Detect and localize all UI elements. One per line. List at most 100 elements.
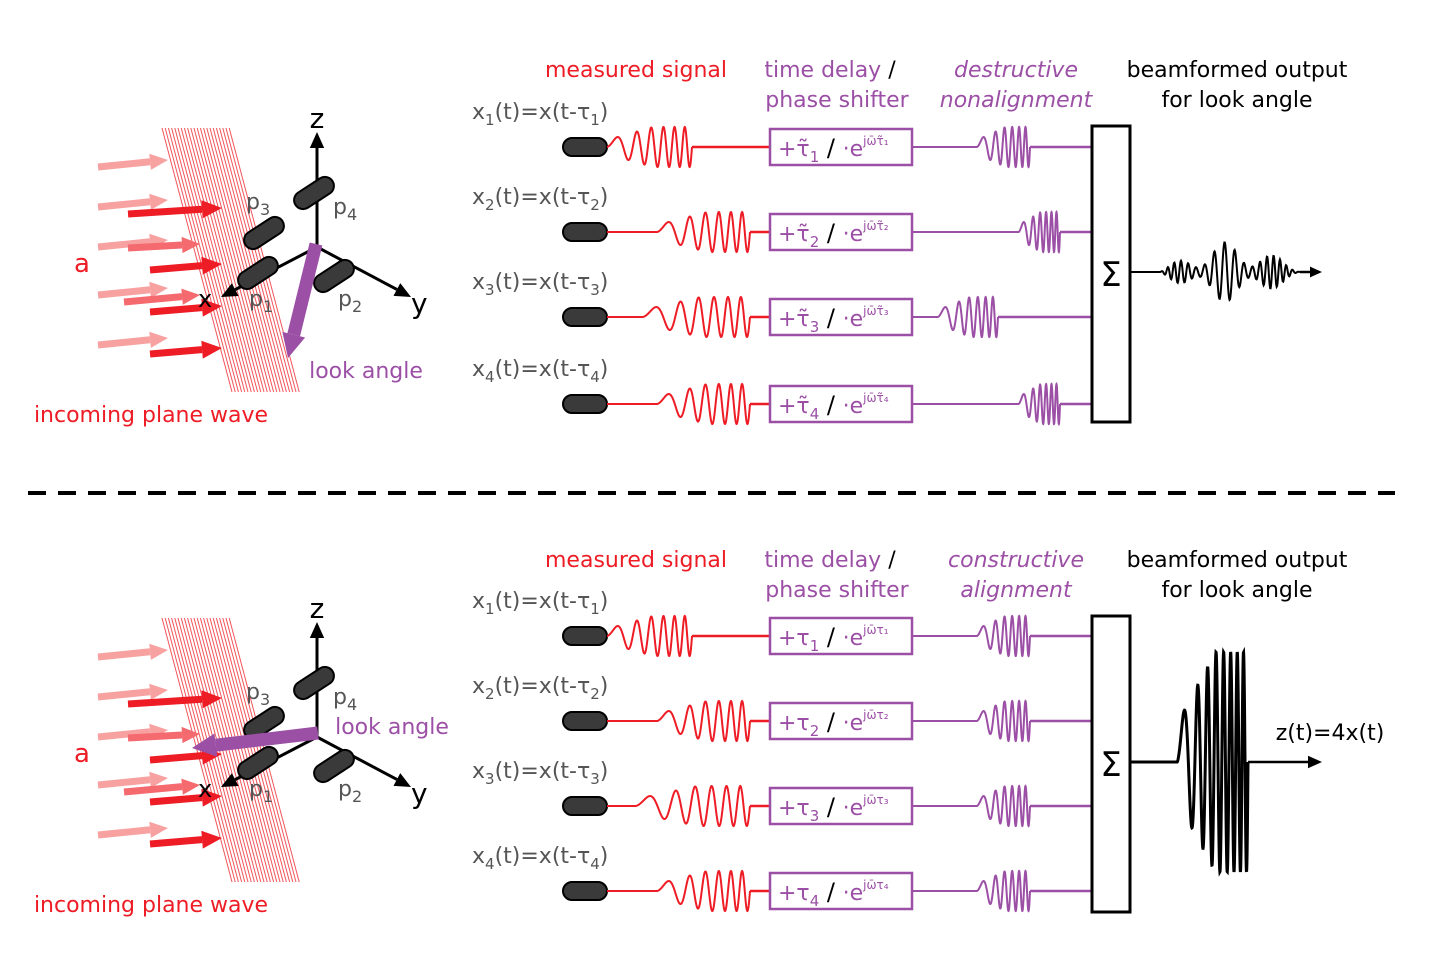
measured-signal-waveform [606,614,693,658]
plane-wave-arrow [127,690,222,709]
plane-wave-arrow [149,298,222,317]
measured-signal-waveform [607,699,751,743]
channel-signal-label: x4(t)=x(t-τ4) [472,357,608,386]
measured-signal-waveform [607,210,751,254]
plane-wave-arrow-mid [127,236,200,254]
header-time-delay: time delay / [764,548,896,573]
header-measured-signal: measured signal [545,548,727,573]
look-angle-arrow [192,726,319,757]
aligned-signal-waveform [912,869,1031,913]
sensor-label: p1 [249,287,273,316]
delay-box [768,786,914,826]
sensor-capsule [243,215,285,251]
plane-wave-arrow [127,200,222,219]
source-label: a [74,249,90,279]
source-label: a [74,739,90,769]
plane-wave-arrow [149,830,222,849]
sensor-capsule [237,745,279,781]
delay-box [768,701,914,741]
sensor-capsule [293,175,335,211]
channel-sensor [562,796,608,816]
plane-wave-arrow [149,340,222,359]
measured-signal-waveform [607,382,751,426]
y-axis-label: y [411,287,428,320]
measured-signal-waveform [607,295,751,339]
header-alignment-1: destructive [954,58,1078,83]
beamformed-output-waveform [1130,646,1250,877]
header-time-delay: time delay / [764,58,896,83]
plane-wave-arrow-faded [97,153,168,171]
plane-wave-arrow-faded [97,193,168,211]
y-axis [316,735,411,787]
channel-sensor [562,881,608,901]
output-arrow [1248,755,1322,769]
header-alignment-2: alignment [960,578,1073,603]
plane-wave-arrow-faded [97,331,168,349]
panel-destructive: measured signal time delay / phase shifter… [34,58,1348,428]
aligned-signal-waveform [912,382,1061,426]
channel-signal-label: x1(t)=x(t-τ1) [472,100,608,129]
delay-box-label: +τ1 / ·ejω̄τ₁ [778,623,889,655]
channel-sensor [562,137,608,157]
sensor-label: p2 [338,777,362,806]
delay-box-label: +τ̃4 / ·ejω̄τ̃₄ [778,391,889,423]
sum-symbol: Σ [1100,255,1121,295]
incoming-plane-wave-label: incoming plane wave [34,893,268,918]
z-axis-label: z [310,592,325,625]
sensor-capsule [313,258,355,294]
channel-signal-label: x3(t)=x(t-τ3) [472,759,608,788]
measured-signal-waveform [606,125,693,169]
header-alignment-2: nonalignment [940,88,1094,113]
sensor-label: p3 [246,190,270,219]
delay-box-label: +τ̃3 / ·ejω̄τ̃₃ [778,304,889,336]
aligned-signal-waveform [912,699,1031,743]
channel-sensor [562,307,608,327]
sensor-capsule [243,705,285,741]
output-arrow [1300,266,1322,278]
plane-wave-arrow-faded [97,683,168,701]
header-for-look-angle: for look angle [1161,578,1312,603]
sensor-label: p3 [246,680,270,709]
sensor-capsule [313,748,355,784]
y-axis [316,245,411,297]
plane-wave-arrow-faded [97,643,168,661]
look-angle-label: look angle [309,359,423,384]
channel-sensor [562,222,608,242]
x-axis-label: x [198,285,212,313]
aligned-signal-waveform [912,295,999,339]
channel-signal-label: x2(t)=x(t-τ2) [472,674,608,703]
header-beamformed-output: beamformed output [1127,58,1348,83]
sensor-capsule [293,665,335,701]
sensor-label: p4 [333,685,357,714]
delay-box-label: +τ4 / ·ejω̄τ₄ [778,878,889,910]
delay-box-label: +τ2 / ·ejω̄τ₂ [778,708,889,740]
channel-sensor [562,626,608,646]
panel-constructive: measured signal time delay / phase shifter… [34,548,1384,918]
sensor-label: p1 [249,777,273,806]
y-axis-label: y [411,777,428,810]
plane-wave-hatch [161,617,300,883]
measured-signal-waveform [607,784,751,828]
aligned-signal-waveform [912,614,1031,658]
channel-signal-label: x3(t)=x(t-τ3) [472,270,608,299]
delay-box [768,127,914,167]
channel-signal-label: x4(t)=x(t-τ4) [472,844,608,873]
plane-wave-arrow-mid [123,288,200,306]
plane-wave-arrow [149,788,222,807]
delay-box [768,384,914,424]
measured-signal-waveform [607,869,751,913]
header-measured-signal: measured signal [545,58,727,83]
beamformed-output-waveform [1130,241,1301,302]
plane-wave-arrow-mid [127,726,200,744]
plane-wave-arrow-faded [97,771,168,789]
aligned-signal-waveform [912,784,1031,828]
sensor-label: p2 [338,287,362,316]
sensor-label: p4 [333,195,357,224]
sum-box [1090,614,1132,914]
incoming-plane-wave-label: incoming plane wave [34,403,268,428]
plane-wave-arrow [149,256,222,275]
look-angle-arrow [282,242,323,358]
aligned-signal-waveform [912,210,1061,254]
plane-wave-arrow-faded [97,281,168,299]
